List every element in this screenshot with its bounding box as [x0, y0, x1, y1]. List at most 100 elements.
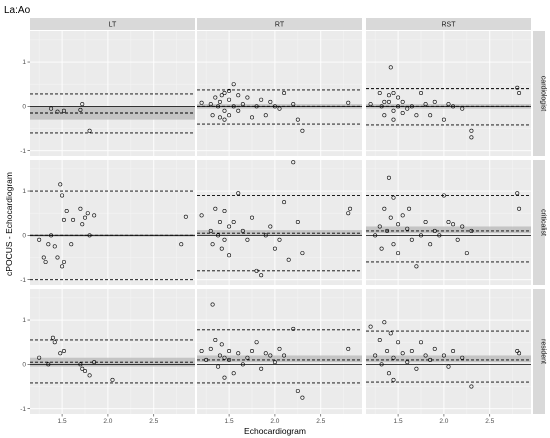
data-point: [37, 237, 42, 242]
data-point: [227, 357, 232, 362]
data-point: [236, 108, 241, 113]
data-point: [183, 214, 188, 219]
panel-bg: [197, 289, 362, 414]
data-point: [418, 233, 423, 238]
data-point: [49, 106, 54, 111]
data-point: [219, 246, 224, 251]
data-point: [385, 228, 390, 233]
data-point: [259, 273, 264, 278]
data-point: [386, 175, 391, 180]
data-point: [240, 362, 245, 367]
panel-bg: [366, 31, 531, 156]
y-tick-label: 1: [22, 317, 26, 324]
data-point: [291, 102, 296, 107]
data-point: [78, 206, 83, 211]
panel-criticalist-rst: [366, 160, 531, 285]
data-point: [254, 104, 259, 109]
data-point: [388, 65, 393, 70]
data-point: [385, 349, 390, 354]
data-point: [469, 135, 474, 140]
data-point: [379, 362, 384, 367]
data-point: [87, 128, 92, 133]
data-point: [382, 206, 387, 211]
data-point: [377, 224, 382, 229]
data-point: [414, 366, 419, 371]
data-point: [396, 95, 401, 100]
data-point: [388, 215, 393, 220]
data-point: [382, 113, 387, 118]
facet-panels: LT RT RST cardiologist criticalist resident -1…: [20, 18, 547, 425]
facet-strip-cardiologist: cardiologist: [533, 31, 547, 156]
strip-label: criticalist: [540, 209, 547, 236]
data-point: [407, 206, 412, 211]
x-tick-label: 2.0: [439, 418, 448, 425]
data-point: [409, 104, 414, 109]
data-point: [346, 346, 351, 351]
data-point: [391, 242, 396, 247]
data-point: [240, 102, 245, 107]
data-point: [382, 99, 387, 104]
data-point: [373, 233, 378, 238]
data-point: [379, 246, 384, 251]
data-point: [446, 102, 451, 107]
data-point: [49, 233, 54, 238]
data-point: [227, 97, 232, 102]
panel-cardiologist-lt: -1 0 1: [20, 31, 195, 156]
y-axis-title: cPOCUS - Echocardiogram: [4, 172, 14, 276]
data-point: [446, 364, 451, 369]
panel-bg: [30, 289, 195, 414]
data-point: [213, 95, 218, 100]
data-point: [432, 99, 437, 104]
data-point: [405, 360, 410, 365]
panel-bg: [30, 160, 195, 285]
data-point: [517, 91, 522, 96]
data-point: [245, 355, 250, 360]
x-tick-label: 1.5: [225, 418, 234, 425]
data-point: [78, 362, 83, 367]
data-point: [231, 82, 236, 87]
data-point: [423, 220, 428, 225]
data-point: [85, 211, 90, 216]
data-point: [80, 102, 85, 107]
data-point: [227, 349, 232, 354]
data-point: [46, 362, 51, 367]
data-point: [222, 91, 227, 96]
data-point: [414, 264, 419, 269]
data-point: [348, 206, 353, 211]
data-point: [222, 355, 227, 360]
data-point: [259, 97, 264, 102]
data-point: [391, 117, 396, 122]
data-point: [217, 115, 222, 120]
data-point: [451, 222, 456, 227]
data-point: [222, 237, 227, 242]
panel-bg: [197, 160, 362, 285]
data-point: [286, 257, 291, 262]
data-point: [250, 349, 255, 354]
data-point: [58, 182, 63, 187]
data-point: [46, 242, 51, 247]
data-point: [291, 160, 296, 165]
x-axis-title: Echocardiogram: [244, 426, 306, 436]
data-point: [423, 353, 428, 358]
strip-bg: [197, 18, 362, 30]
data-point: [464, 251, 469, 256]
data-point: [87, 373, 92, 378]
panel-criticalist-lt: -1 0 1: [20, 160, 195, 285]
data-point: [216, 364, 221, 369]
data-point: [199, 213, 204, 218]
data-point: [517, 351, 522, 356]
data-point: [418, 340, 423, 345]
data-point: [217, 353, 222, 358]
data-point: [268, 353, 273, 358]
x-tick-label: 1.5: [58, 418, 67, 425]
data-point: [405, 106, 410, 111]
data-point: [222, 117, 227, 122]
data-point: [231, 220, 236, 225]
data-point: [377, 337, 382, 342]
data-point: [391, 108, 396, 113]
panel-cardiologist-rt: [197, 31, 362, 156]
x-tick-label: 2.0: [270, 418, 279, 425]
data-point: [418, 91, 423, 96]
data-point: [213, 337, 218, 342]
